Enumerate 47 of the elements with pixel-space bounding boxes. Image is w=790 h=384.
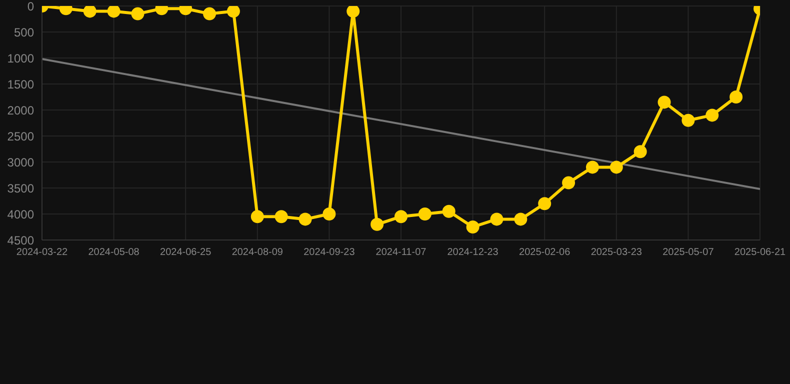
point — [514, 212, 528, 226]
point — [203, 7, 216, 20]
point — [490, 212, 504, 226]
point — [131, 7, 144, 20]
point — [466, 220, 480, 234]
x-tick-label: 2024-09-23 — [304, 247, 356, 258]
y-tick-label: 500 — [14, 25, 34, 40]
x-tick-label: 2024-08-09 — [232, 247, 284, 258]
y-tick-label: 2500 — [7, 129, 34, 144]
point — [442, 204, 456, 218]
point — [562, 176, 576, 190]
point — [730, 90, 743, 104]
point — [107, 6, 120, 18]
point — [538, 197, 552, 210]
point — [298, 212, 312, 226]
point — [346, 6, 360, 18]
point — [682, 114, 695, 127]
y-tick-label: 2000 — [7, 103, 34, 118]
x-tick-label: 2025-06-21 — [734, 247, 786, 258]
x-tick-label: 2024-11-07 — [376, 247, 427, 258]
y-tick-label: 1500 — [7, 77, 34, 92]
point — [250, 210, 264, 224]
y-tick-label: 4500 — [7, 233, 34, 248]
x-tick-label: 2024-12-23 — [447, 247, 499, 258]
x-tick-label: 2024-03-22 — [16, 247, 68, 258]
y-tick-label: 3000 — [7, 155, 34, 170]
point — [658, 96, 671, 109]
y-tick-label: 3500 — [7, 181, 34, 196]
x-tick-label: 2025-03-23 — [590, 247, 642, 258]
point — [83, 6, 96, 18]
point — [322, 208, 336, 220]
x-tick-label: 2025-05-07 — [662, 247, 714, 258]
x-tick-label: 2024-06-25 — [160, 247, 212, 258]
y-tick-label: 0 — [27, 0, 34, 14]
point — [418, 208, 432, 220]
point — [610, 160, 623, 174]
point — [394, 210, 408, 224]
y-tick-label: 4000 — [7, 207, 34, 222]
point — [634, 145, 647, 158]
point — [586, 160, 599, 174]
y-tick-label: 1000 — [7, 51, 34, 66]
point — [226, 6, 240, 18]
x-tick-label: 2025-02-06 — [519, 247, 571, 258]
point — [706, 108, 719, 122]
point — [274, 210, 288, 224]
x-tick-label: 2024-05-08 — [88, 247, 140, 258]
point — [370, 218, 384, 231]
